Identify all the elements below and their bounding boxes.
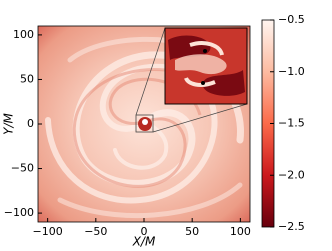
y-tick-label: 0 xyxy=(27,117,34,130)
x-tick-label: −100 xyxy=(33,225,63,238)
colorbar-tick-label: −0.5 xyxy=(278,13,305,26)
x-tick-label: −50 xyxy=(84,225,107,238)
y-tick-label: 100 xyxy=(13,28,34,41)
colorbar-tick-label: −2.5 xyxy=(278,220,305,233)
inset xyxy=(164,27,248,105)
x-tick-label: 50 xyxy=(185,225,199,238)
x-tick-label: 100 xyxy=(230,225,251,238)
colorbar-tick-label: −2.0 xyxy=(278,168,305,181)
y-axis-label: Y/M xyxy=(2,112,16,134)
x-tick-label: 0 xyxy=(141,225,148,238)
y-tick-label: 50 xyxy=(20,72,34,85)
colorbar-tick-label: −1.5 xyxy=(278,117,305,130)
y-tick-label: −50 xyxy=(11,162,34,175)
colorbar-tick-label: −1.0 xyxy=(278,65,305,78)
y-tick-label: −100 xyxy=(4,206,34,219)
x-axis-label: X/M xyxy=(132,235,156,249)
